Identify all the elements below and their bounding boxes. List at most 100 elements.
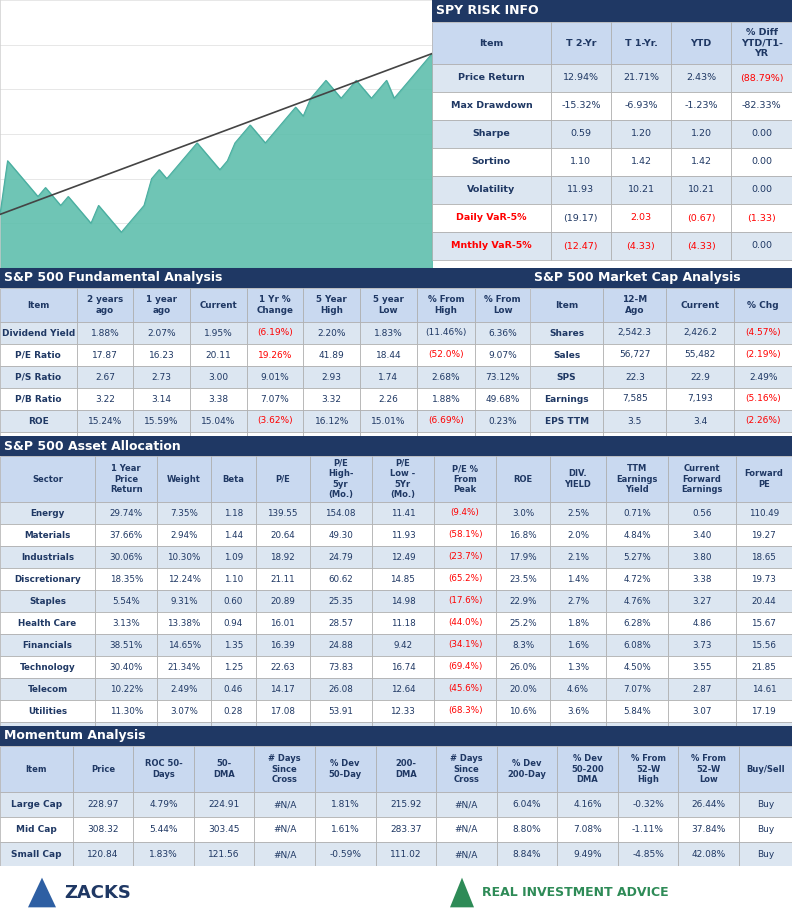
Bar [550, 634, 606, 656]
Text: 1.20: 1.20 [630, 130, 652, 139]
Bar [256, 678, 310, 700]
Bar [371, 634, 434, 656]
Bar [736, 634, 792, 656]
Text: 15.84: 15.84 [390, 729, 415, 738]
Bar [0, 344, 77, 366]
Text: (5.88%): (5.88%) [428, 438, 464, 448]
Bar [604, 288, 666, 322]
Bar [731, 148, 792, 176]
Text: (2.19%): (2.19%) [745, 350, 781, 359]
Polygon shape [28, 878, 56, 907]
Text: Buy/Sell: Buy/Sell [746, 765, 785, 774]
Bar [736, 590, 792, 612]
Text: 1.20: 1.20 [691, 130, 711, 139]
Bar [360, 388, 417, 410]
Bar [530, 344, 604, 366]
Bar [417, 388, 475, 410]
Text: 17.08: 17.08 [270, 707, 295, 716]
Text: 1.81%: 1.81% [331, 800, 360, 809]
Text: 3.5: 3.5 [627, 416, 642, 425]
Bar [432, 22, 550, 64]
Bar [475, 410, 530, 432]
Bar [0, 634, 95, 656]
Bar [256, 656, 310, 678]
Text: 1.4%: 1.4% [567, 574, 589, 584]
Text: 3.07: 3.07 [692, 707, 712, 716]
Text: 25.2%: 25.2% [509, 618, 537, 628]
Text: 49.30: 49.30 [328, 530, 353, 539]
Text: 16.39: 16.39 [270, 641, 295, 650]
Bar [310, 722, 371, 744]
Text: (58.1%): (58.1%) [447, 530, 482, 539]
Bar [77, 288, 133, 322]
Text: 0.36%: 0.36% [489, 438, 517, 448]
Text: Price: Price [91, 765, 115, 774]
Bar [77, 432, 133, 454]
Bar [736, 722, 792, 744]
Bar [668, 524, 736, 546]
Text: 14.17: 14.17 [270, 685, 295, 694]
Text: 12.94%: 12.94% [563, 74, 599, 83]
Text: % Dev
200-Day: % Dev 200-Day [508, 759, 546, 778]
Bar [432, 0, 792, 22]
Text: 3.40: 3.40 [692, 530, 712, 539]
Bar [360, 288, 417, 322]
Text: 3.00%: 3.00% [318, 438, 346, 448]
Bar [739, 817, 792, 842]
Bar [194, 746, 254, 792]
Text: 3.07%: 3.07% [170, 707, 198, 716]
Bar [0, 432, 77, 454]
Text: 7.07%: 7.07% [261, 394, 289, 403]
Text: 7.35%: 7.35% [170, 508, 198, 517]
Text: Dividend Yield: Dividend Yield [2, 328, 75, 337]
Text: Beta: Beta [223, 474, 245, 483]
Text: 18.54: 18.54 [752, 729, 776, 738]
Bar [530, 410, 604, 432]
Bar [194, 842, 254, 867]
Text: 60.62: 60.62 [329, 574, 353, 584]
Bar [475, 388, 530, 410]
Bar [497, 590, 550, 612]
Bar [668, 700, 736, 722]
Text: 1.10: 1.10 [224, 574, 243, 584]
Bar [436, 746, 497, 792]
Bar [530, 366, 604, 388]
Bar [211, 700, 256, 722]
Bar [611, 22, 671, 64]
Bar [211, 502, 256, 524]
Text: 13.38%: 13.38% [167, 618, 201, 628]
Text: 18.25: 18.25 [270, 729, 295, 738]
Text: % From
High: % From High [428, 295, 464, 314]
Text: Momentum Analysis: Momentum Analysis [4, 730, 146, 743]
Bar [736, 524, 792, 546]
Text: 2.82%: 2.82% [170, 729, 198, 738]
Bar [604, 344, 666, 366]
Text: 22.63: 22.63 [270, 663, 295, 672]
Bar [0, 726, 792, 746]
Bar [434, 700, 497, 722]
Bar [310, 634, 371, 656]
Text: 15.04%: 15.04% [201, 416, 235, 425]
Text: 21.85: 21.85 [752, 663, 776, 672]
Bar [190, 344, 246, 366]
Bar [256, 568, 310, 590]
Bar [95, 546, 158, 568]
Bar [497, 678, 550, 700]
Bar [671, 120, 731, 148]
Text: 11.41: 11.41 [390, 508, 415, 517]
Bar [611, 176, 671, 204]
Text: 1.6%: 1.6% [567, 641, 589, 650]
Text: 17.19: 17.19 [752, 707, 776, 716]
Text: P/E Ratio: P/E Ratio [16, 350, 61, 359]
Text: 5.44%: 5.44% [149, 825, 177, 834]
Text: #N/A: #N/A [455, 825, 478, 834]
Text: 6.04%: 6.04% [512, 800, 541, 809]
Text: P/E %
From
Peak: P/E % From Peak [452, 464, 478, 494]
Bar [550, 232, 611, 260]
Text: 20.64: 20.64 [270, 530, 295, 539]
Bar [668, 634, 736, 656]
Text: 14.61: 14.61 [752, 685, 776, 694]
Text: -4.85%: -4.85% [632, 850, 664, 859]
Text: 26.34: 26.34 [329, 729, 353, 738]
Text: 1 year
ago: 1 year ago [147, 295, 177, 314]
